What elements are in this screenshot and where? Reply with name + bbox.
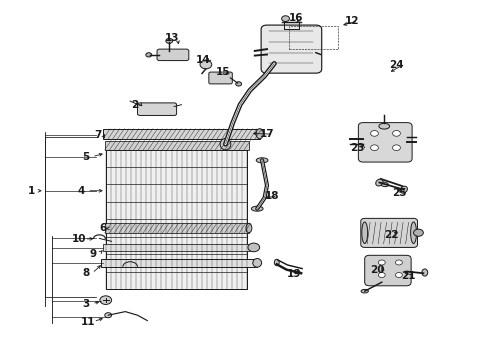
Circle shape [395,273,402,278]
Ellipse shape [256,129,263,139]
Text: 2: 2 [131,100,139,110]
Ellipse shape [253,258,262,267]
Circle shape [392,145,400,150]
Bar [106,149,247,289]
Text: 22: 22 [384,230,399,239]
Ellipse shape [422,269,428,276]
Circle shape [166,39,172,43]
FancyBboxPatch shape [365,255,411,286]
Text: 12: 12 [345,16,360,26]
Text: 15: 15 [216,67,230,77]
Text: 5: 5 [83,152,90,162]
Bar [101,259,257,267]
Text: 4: 4 [77,186,85,196]
Bar [105,224,249,233]
Text: 20: 20 [369,265,384,275]
Bar [105,140,249,150]
Ellipse shape [246,224,252,233]
Text: 21: 21 [401,271,416,281]
Ellipse shape [400,186,407,193]
Circle shape [378,273,385,278]
Ellipse shape [362,222,368,243]
FancyBboxPatch shape [261,25,322,73]
Ellipse shape [274,259,279,266]
FancyBboxPatch shape [209,72,232,84]
Ellipse shape [380,182,389,186]
Ellipse shape [379,123,390,129]
Bar [289,26,338,49]
Circle shape [370,131,378,136]
FancyBboxPatch shape [358,123,412,162]
Text: 10: 10 [72,234,86,244]
Text: 8: 8 [83,268,90,278]
Circle shape [200,60,212,69]
Ellipse shape [251,206,263,211]
Text: 11: 11 [80,317,95,327]
FancyBboxPatch shape [138,103,176,116]
Text: 18: 18 [265,191,279,201]
Circle shape [236,82,242,86]
Ellipse shape [411,222,416,243]
Text: 17: 17 [260,129,274,139]
Circle shape [378,260,385,265]
Bar [103,244,250,251]
Ellipse shape [361,289,368,293]
Text: 16: 16 [289,13,303,23]
FancyBboxPatch shape [157,49,189,60]
Text: 14: 14 [196,55,211,65]
Circle shape [105,313,112,318]
Text: 19: 19 [287,269,301,279]
Ellipse shape [376,179,383,186]
Text: 25: 25 [392,188,406,198]
Text: 24: 24 [389,60,404,70]
Circle shape [282,16,290,22]
Circle shape [248,243,260,252]
Text: 3: 3 [83,299,90,309]
Text: 9: 9 [90,248,97,258]
Circle shape [146,53,152,57]
Text: 7: 7 [95,130,102,140]
Circle shape [100,296,112,305]
Text: 6: 6 [99,224,107,233]
Circle shape [395,260,402,265]
Circle shape [414,229,423,236]
Text: 1: 1 [27,186,35,196]
Text: 13: 13 [165,33,179,43]
FancyBboxPatch shape [361,219,417,247]
Bar [103,129,260,139]
Text: 23: 23 [350,143,365,153]
Circle shape [370,145,378,150]
Circle shape [392,131,400,136]
Ellipse shape [220,138,231,150]
Ellipse shape [256,158,268,163]
